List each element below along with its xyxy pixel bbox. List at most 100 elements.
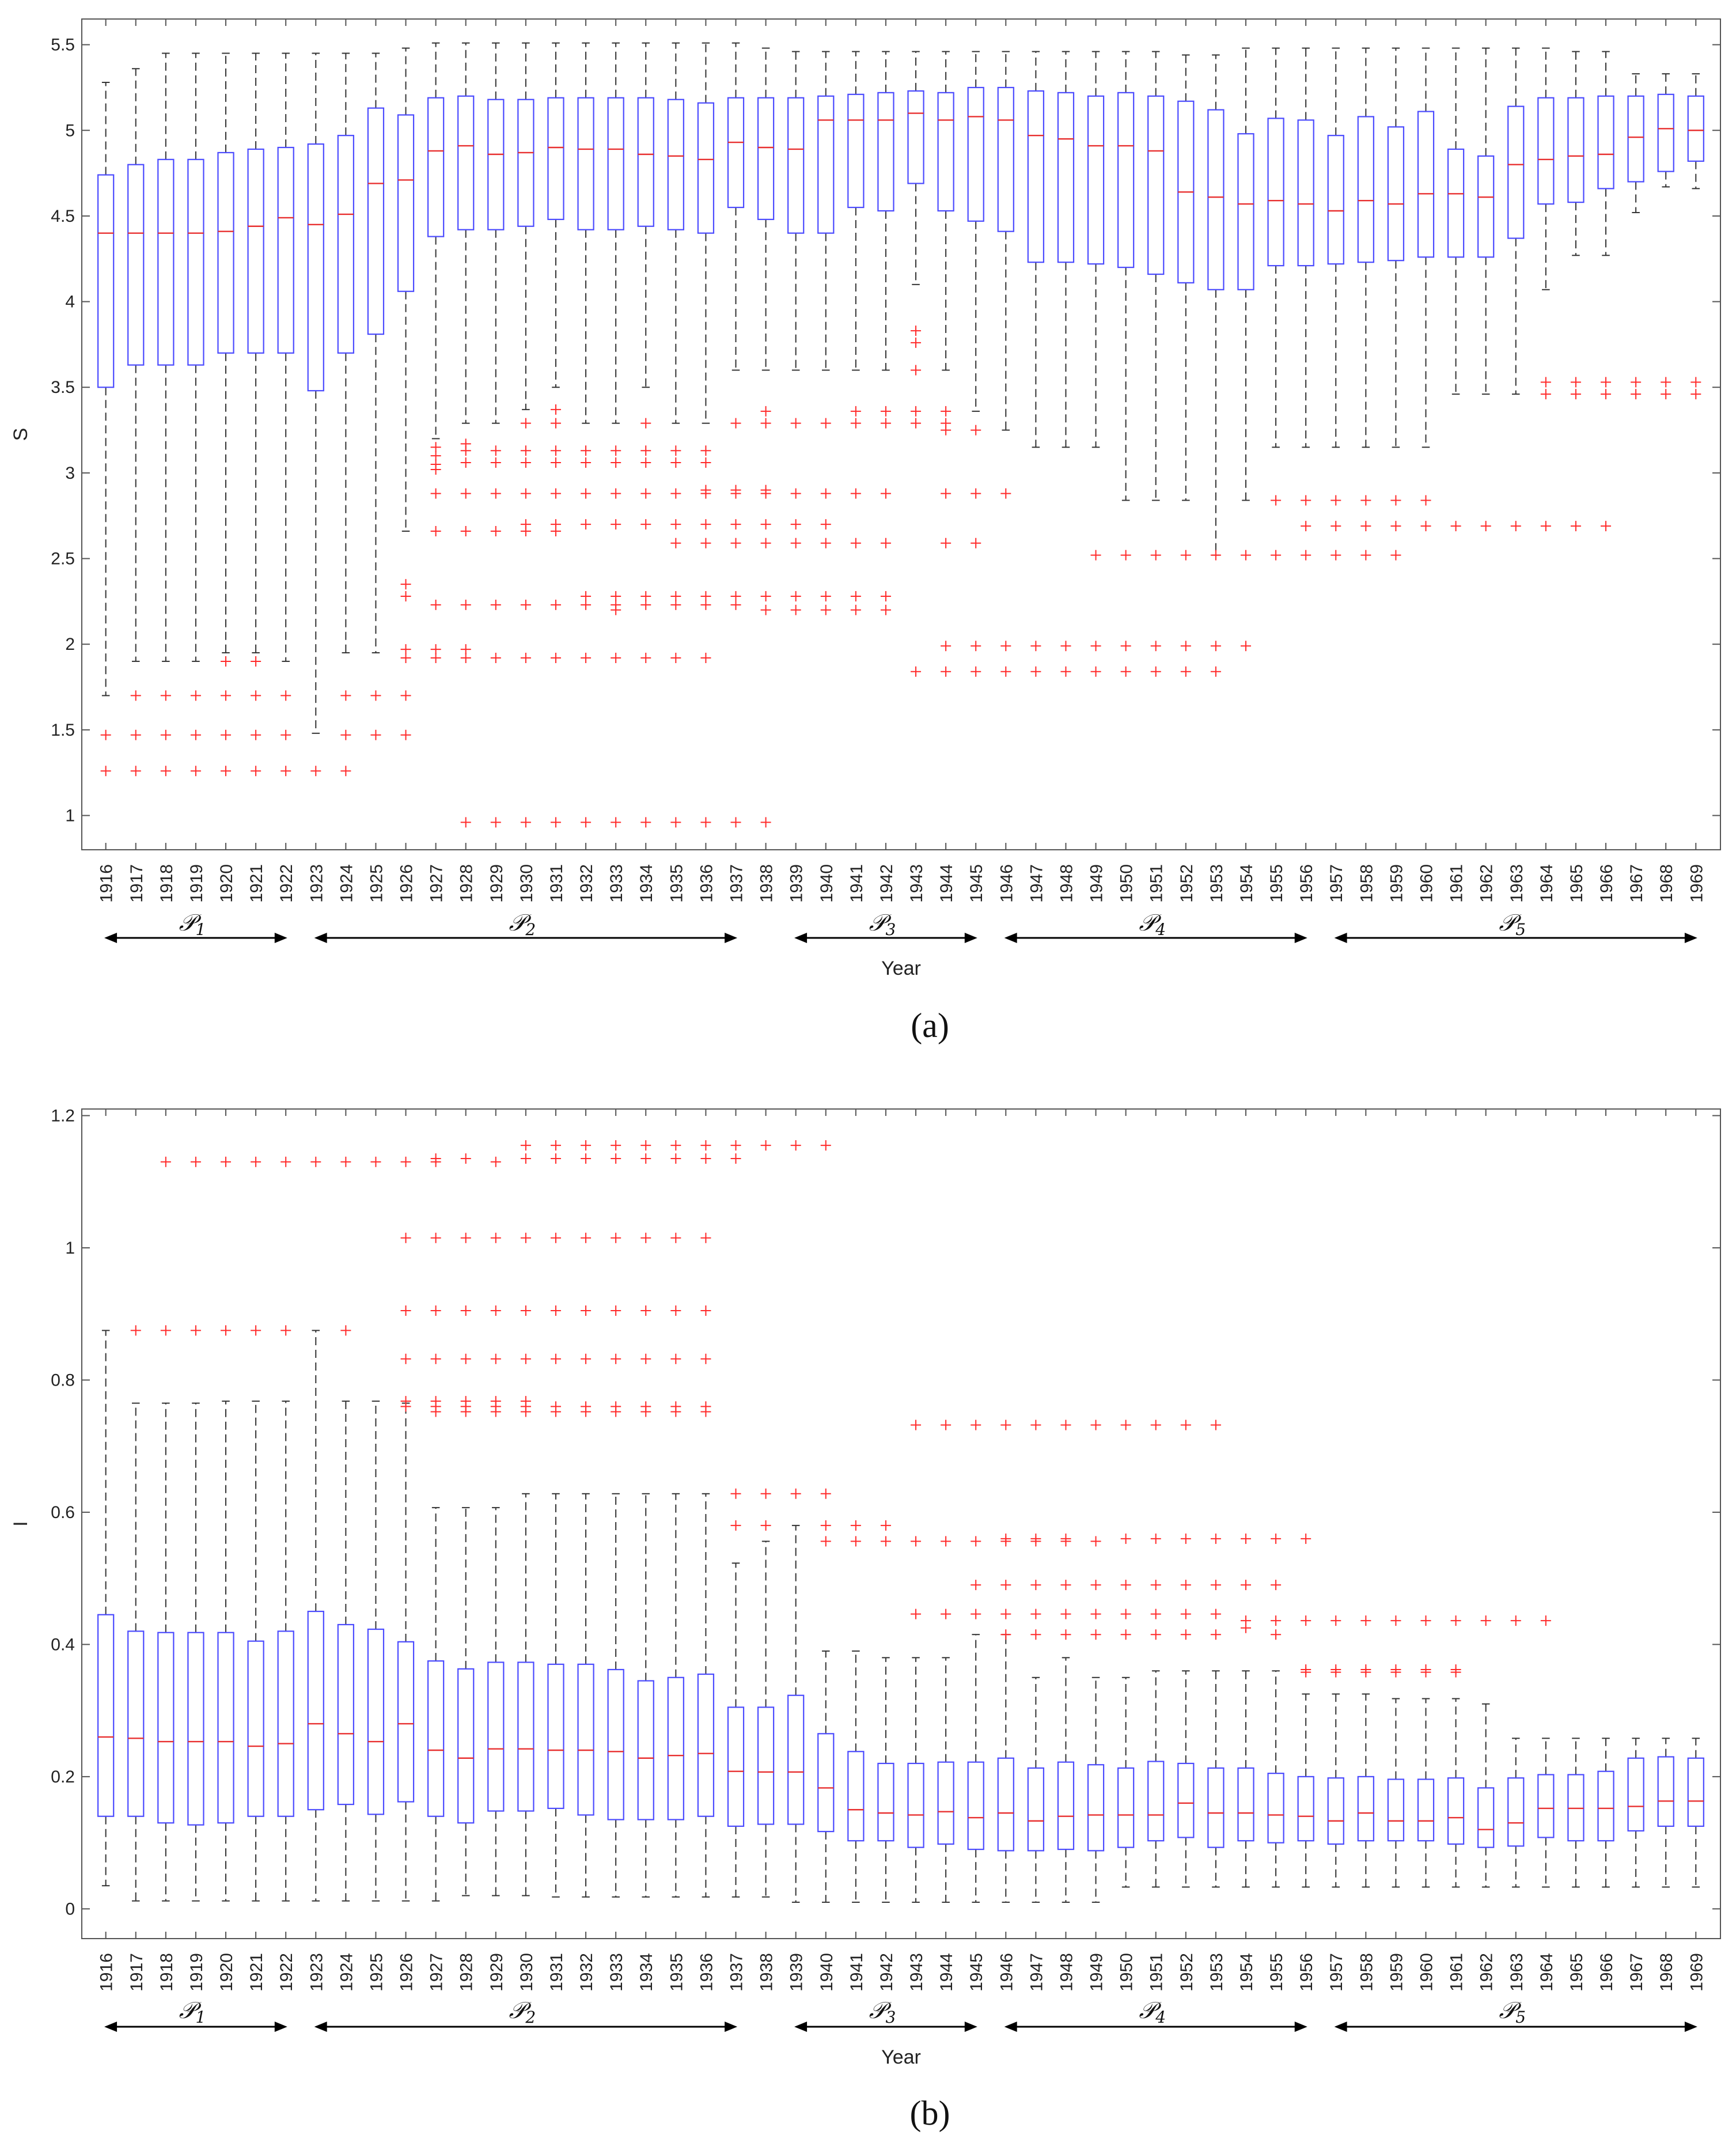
outlier-marker — [430, 488, 441, 499]
outlier-marker — [460, 457, 471, 468]
box-iqr — [127, 1630, 145, 1817]
outlier-marker — [581, 1153, 592, 1164]
period-arrowhead-left — [794, 933, 808, 943]
box-iqr — [427, 1660, 445, 1817]
outlier-marker — [790, 418, 801, 429]
outlier-marker — [490, 445, 501, 456]
box-iqr — [1117, 92, 1135, 268]
outlier-marker — [1661, 389, 1671, 400]
outlier-marker — [130, 766, 141, 777]
x-tick-label: 1969 — [1687, 864, 1706, 903]
outlier-marker — [1570, 521, 1581, 532]
box-iqr — [1327, 1777, 1344, 1845]
y-axis-label: S — [10, 428, 32, 441]
outlier-marker — [640, 457, 651, 468]
outlier-marker — [251, 690, 261, 701]
y-tick-label: 2 — [65, 635, 75, 654]
outlier-marker — [221, 766, 232, 777]
x-tick-label: 1953 — [1207, 864, 1226, 903]
outlier-marker — [1540, 521, 1551, 532]
x-axis-label: Year — [881, 2046, 921, 2068]
box-iqr — [97, 1614, 115, 1817]
x-tick-label: 1938 — [757, 864, 776, 903]
box-iqr — [757, 1706, 775, 1825]
outlier-marker — [1030, 641, 1041, 652]
outlier-marker — [1570, 377, 1581, 388]
y-tick-label: 1 — [65, 807, 75, 826]
box-iqr — [1537, 1774, 1555, 1838]
outlier-marker — [1000, 1580, 1011, 1591]
period-arrowhead-left — [314, 933, 327, 943]
outlier-marker — [790, 591, 801, 601]
outlier-marker — [1450, 1667, 1461, 1678]
outlier-marker — [640, 1140, 651, 1151]
outlier-marker — [941, 1608, 952, 1619]
box-iqr — [607, 97, 624, 230]
outlier-marker — [700, 1406, 711, 1417]
outlier-marker — [430, 1232, 441, 1243]
outlier-marker — [520, 1406, 531, 1417]
outlier-marker — [550, 1232, 561, 1243]
outlier-marker — [670, 445, 681, 456]
outlier-marker — [430, 1156, 441, 1167]
box-iqr — [1687, 95, 1704, 162]
outlier-marker — [1331, 550, 1341, 561]
x-tick-label: 1924 — [337, 1953, 356, 1992]
x-tick-label: 1967 — [1627, 1953, 1646, 1992]
y-tick-label: 1.2 — [51, 1106, 75, 1125]
x-tick-label: 1954 — [1237, 1953, 1256, 1992]
box-iqr — [127, 164, 145, 366]
y-tick-label: 2.5 — [51, 550, 75, 569]
outlier-marker — [1210, 1420, 1221, 1430]
x-tick-label: 1937 — [727, 1953, 746, 1992]
outlier-marker — [730, 538, 741, 548]
outlier-marker — [670, 457, 681, 468]
outlier-marker — [1510, 521, 1521, 532]
box-iqr — [577, 97, 594, 230]
outlier-marker — [1570, 389, 1581, 400]
outlier-marker — [611, 653, 621, 663]
outlier-marker — [911, 406, 922, 417]
box-iqr — [247, 148, 264, 354]
outlier-marker — [1060, 641, 1071, 652]
x-tick-label: 1954 — [1237, 864, 1256, 903]
box-iqr — [1597, 95, 1614, 190]
outlier-marker — [1301, 1615, 1312, 1626]
y-tick-label: 3 — [65, 464, 75, 483]
outlier-marker — [550, 488, 561, 499]
outlier-marker — [880, 1536, 891, 1547]
box-iqr — [817, 95, 835, 234]
y-tick-label: 4.5 — [51, 207, 75, 226]
outlier-marker — [911, 666, 922, 677]
outlier-marker — [730, 1520, 741, 1531]
box-iqr — [1567, 97, 1585, 203]
outlier-marker — [1210, 1608, 1221, 1619]
x-tick-label: 1942 — [877, 864, 896, 903]
x-tick-label: 1965 — [1567, 864, 1586, 903]
outlier-marker — [1631, 377, 1642, 388]
outlier-marker — [520, 1140, 531, 1151]
plot-frame — [81, 1108, 1721, 1939]
outlier-marker — [760, 604, 771, 615]
outlier-marker — [611, 488, 621, 499]
outlier-marker — [1301, 550, 1312, 561]
outlier-marker — [790, 488, 801, 499]
x-tick-label: 1952 — [1177, 864, 1196, 903]
outlier-marker — [460, 1353, 471, 1364]
outlier-marker — [941, 406, 952, 417]
outlier-marker — [281, 1156, 291, 1167]
y-axis-label: I — [10, 1521, 32, 1526]
outlier-marker — [1271, 495, 1282, 506]
outlier-marker — [400, 1401, 411, 1412]
y-tick-label: 1.5 — [51, 721, 75, 740]
outlier-marker — [1000, 666, 1011, 677]
outlier-marker — [1090, 1580, 1101, 1591]
outlier-marker — [460, 817, 471, 828]
outlier-marker — [1090, 666, 1101, 677]
period-arrowhead-right — [274, 933, 287, 943]
outlier-marker — [1150, 1533, 1161, 1544]
outlier-marker — [581, 445, 592, 456]
outlier-marker — [550, 653, 561, 663]
outlier-marker — [971, 641, 981, 652]
outlier-marker — [1180, 641, 1191, 652]
